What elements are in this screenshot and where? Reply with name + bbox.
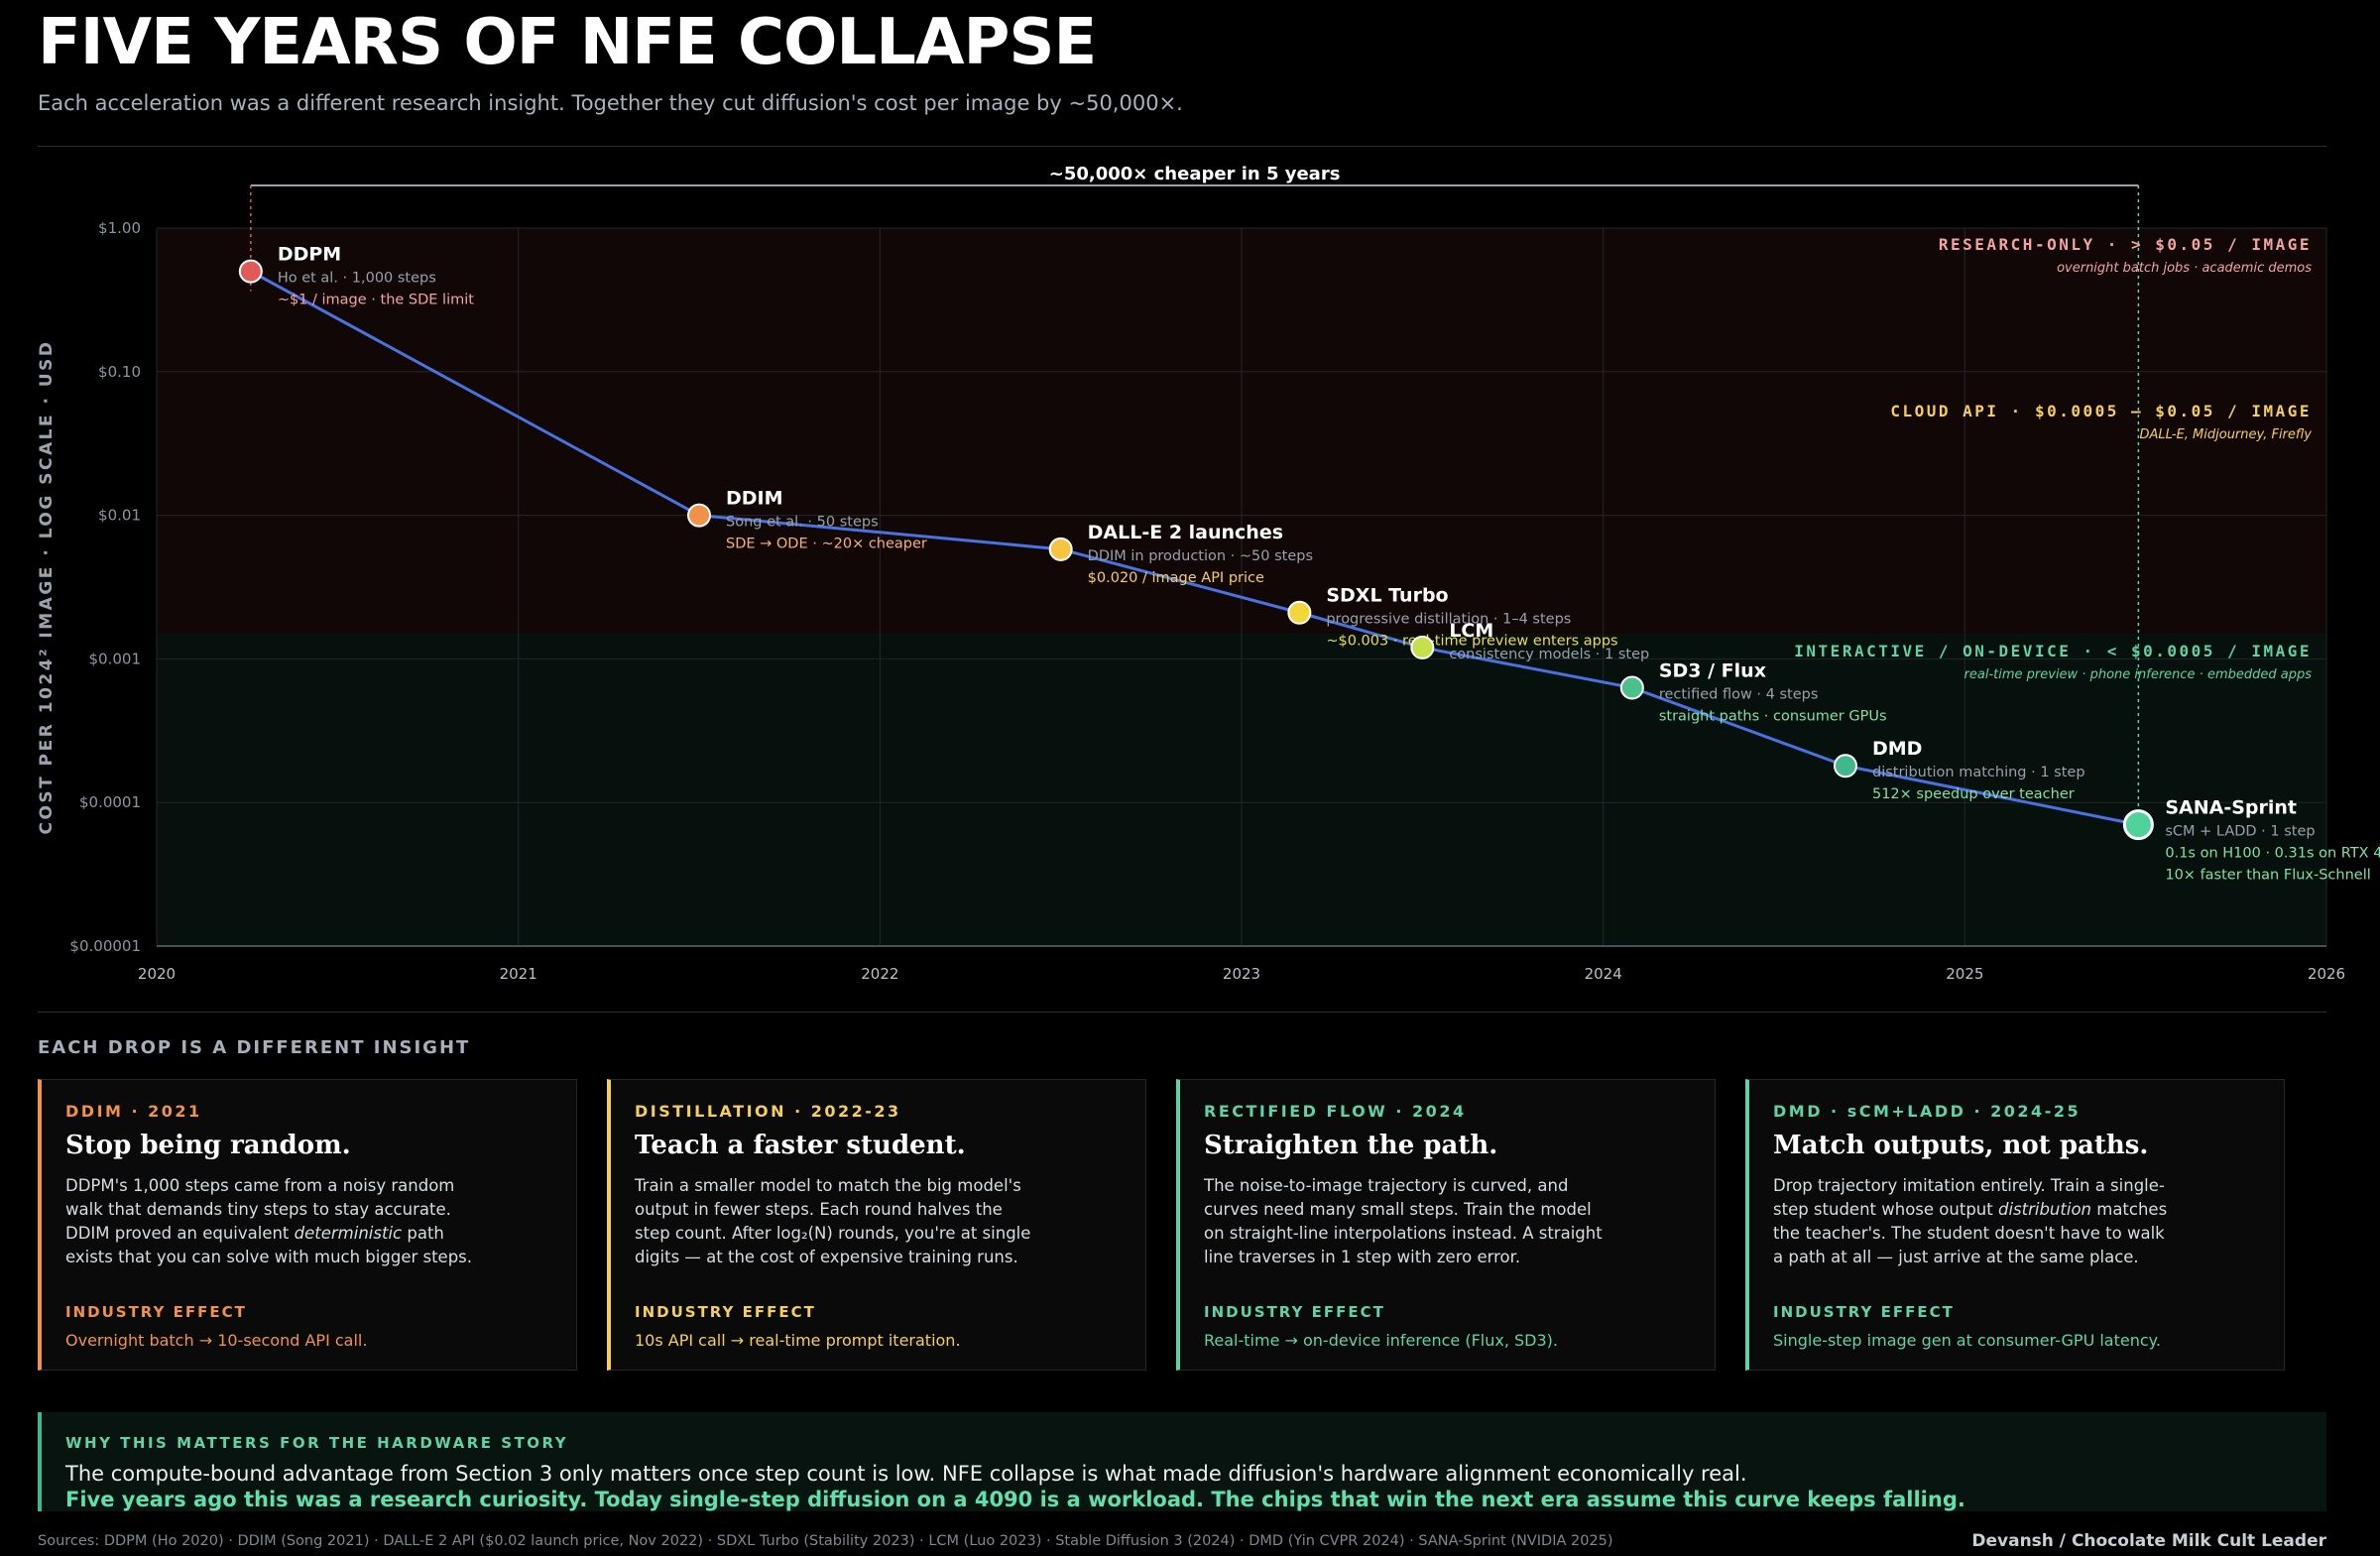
- x-tick-label: 2025: [1946, 965, 1983, 983]
- point-label: DDIM: [726, 488, 783, 510]
- data-point: [1833, 754, 1857, 778]
- card-effect: Overnight batch → 10-second API call.: [65, 1331, 368, 1350]
- band-label: CLOUD API · $0.0005 — $0.05 / IMAGE: [1890, 402, 2312, 420]
- card-tag: DDIM · 2021: [65, 1102, 202, 1121]
- point-label: SDXL Turbo: [1326, 585, 1448, 607]
- x-tick-label: 2024: [1585, 965, 1622, 983]
- insight-card: RECTIFIED FLOW · 2024 Straighten the path…: [1176, 1079, 1716, 1371]
- why-line-2: Five years ago this was a research curio…: [65, 1488, 1965, 1511]
- y-tick-label: $0.01: [98, 507, 141, 525]
- y-tick-label: $0.10: [98, 363, 141, 381]
- point-sub: progressive distillation · 1–4 steps: [1326, 612, 1571, 628]
- data-point: [1619, 675, 1644, 700]
- point-note: straight paths · consumer GPUs: [1659, 708, 1887, 724]
- series-line: [250, 270, 2139, 827]
- card-effect: Single-step image gen at consumer-GPU la…: [1773, 1331, 2161, 1350]
- point-label: DDPM: [278, 244, 341, 266]
- why-line-1: The compute-bound advantage from Section…: [65, 1462, 1747, 1486]
- cards-section-label: EACH DROP IS A DIFFERENT INSIGHT: [38, 1037, 471, 1058]
- point-sub: DDIM in production · ~50 steps: [1088, 548, 1313, 564]
- data-point: [1287, 600, 1312, 625]
- point-label: SANA-Sprint: [2165, 797, 2297, 819]
- y-axis-label: COST PER 1024² IMAGE · LOG SCALE · USD: [37, 339, 57, 834]
- card-headline: Stop being random.: [65, 1131, 351, 1160]
- card-headline: Straighten the path.: [1204, 1131, 1498, 1160]
- point-note: 0.1s on H100 · 0.31s on RTX 4090: [2165, 846, 2380, 862]
- y-tick-label: $0.001: [89, 650, 142, 667]
- card-headline: Teach a faster student.: [635, 1131, 966, 1160]
- y-tick-label: $0.0001: [79, 793, 141, 811]
- point-note: SDE → ODE · ~20× cheaper: [726, 537, 927, 552]
- card-body: DDPM's 1,000 steps came from a noisy ran…: [65, 1176, 473, 1266]
- point-note: 512× speedup over teacher: [1872, 786, 2075, 802]
- card-effect-label: INDUSTRY EFFECT: [635, 1303, 816, 1321]
- insight-card: DDIM · 2021 Stop being random. DDPM's 1,00…: [38, 1079, 577, 1371]
- point-sub: rectified flow · 4 steps: [1659, 686, 1819, 702]
- point-label: LCM: [1449, 620, 1493, 642]
- point-note: ~$0.003 · real-time preview enters apps: [1326, 634, 1617, 650]
- divider: [38, 146, 2326, 147]
- card-effect-label: INDUSTRY EFFECT: [1773, 1303, 1955, 1321]
- card-tag: RECTIFIED FLOW · 2024: [1204, 1102, 1467, 1121]
- sources-note: Sources: DDPM (Ho 2020) · DDIM (Song 202…: [38, 1533, 1613, 1549]
- point-label: DMD: [1872, 738, 1922, 760]
- data-point: [2122, 809, 2154, 841]
- point-sub: distribution matching · 1 step: [1872, 765, 2085, 780]
- point-sub: Song et al. · 50 steps: [726, 515, 879, 531]
- card-effect-label: INDUSTRY EFFECT: [1204, 1303, 1385, 1321]
- card-tag: DISTILLATION · 2022-23: [635, 1102, 901, 1121]
- x-tick-label: 2021: [500, 965, 537, 983]
- divider: [38, 1012, 2326, 1013]
- band-note: DALL-E, Midjourney, Firefly: [2140, 427, 2313, 442]
- why-tag: WHY THIS MATTERS FOR THE HARDWARE STORY: [65, 1434, 569, 1452]
- insight-card: DMD · sCM+LADD · 2024-25 Match outputs, n…: [1745, 1079, 2285, 1371]
- band-label: INTERACTIVE / ON-DEVICE · < $0.0005 / IM…: [1794, 642, 2312, 660]
- insight-card: DISTILLATION · 2022-23 Teach a faster stu…: [607, 1079, 1146, 1371]
- x-tick-label: 2026: [2308, 965, 2345, 983]
- data-point: [1048, 537, 1073, 561]
- data-point: [687, 503, 711, 528]
- card-effect: Real-time → on-device inference (Flux, S…: [1204, 1331, 1558, 1350]
- card-headline: Match outputs, not paths.: [1773, 1131, 2149, 1160]
- point-note: ~$1 / image · the SDE limit: [278, 293, 474, 308]
- cost-chart: $1.00 $0.10 $0.01 $0.001 $0.0001 $0.00001 2020…: [37, 164, 2380, 983]
- point-note: $0.020 / image API price: [1088, 570, 1264, 586]
- data-point: [238, 259, 263, 284]
- page-title: FIVE YEARS OF NFE COLLAPSE: [38, 6, 1097, 79]
- card-body: Train a smaller model to match the big m…: [635, 1176, 1031, 1266]
- point-sub: Ho et al. · 1,000 steps: [278, 271, 436, 287]
- card-body: Drop trajectory imitation entirely. Trai…: [1773, 1176, 2168, 1266]
- card-effect: 10s API call → real-time prompt iteratio…: [635, 1331, 961, 1350]
- x-tick-label: 2022: [861, 965, 898, 983]
- point-label: SD3 / Flux: [1659, 659, 1766, 681]
- y-tick-label: $1.00: [98, 219, 141, 237]
- band-note: overnight batch jobs · academic demos: [2057, 261, 2312, 276]
- point-sub: consistency models · 1 step: [1449, 647, 1649, 662]
- page-subtitle: Each acceleration was a different resear…: [38, 91, 1183, 115]
- card-tag: DMD · sCM+LADD · 2024-25: [1773, 1102, 2082, 1121]
- band-label: RESEARCH-ONLY · > $0.05 / IMAGE: [1939, 235, 2312, 254]
- data-point: [1410, 635, 1435, 659]
- x-tick-label: 2020: [138, 965, 176, 983]
- band-note: real-time preview · phone inference · em…: [1964, 667, 2313, 682]
- chart-title: ~50,000× cheaper in 5 years: [1049, 164, 1341, 184]
- point-sub: sCM + LADD · 1 step: [2165, 824, 2315, 840]
- byline: Devansh / Chocolate Milk Cult Leader: [1971, 1531, 2326, 1551]
- point-label: DALL-E 2 launches: [1088, 522, 1283, 543]
- why-callout: WHY THIS MATTERS FOR THE HARDWARE STORY …: [38, 1412, 2326, 1511]
- card-effect-label: INDUSTRY EFFECT: [65, 1303, 247, 1321]
- point-note: 10× faster than Flux-Schnell: [2165, 868, 2370, 884]
- y-tick-label: $0.00001: [69, 937, 141, 955]
- card-body: The noise-to-image trajectory is curved,…: [1204, 1176, 1603, 1266]
- x-tick-label: 2023: [1223, 965, 1260, 983]
